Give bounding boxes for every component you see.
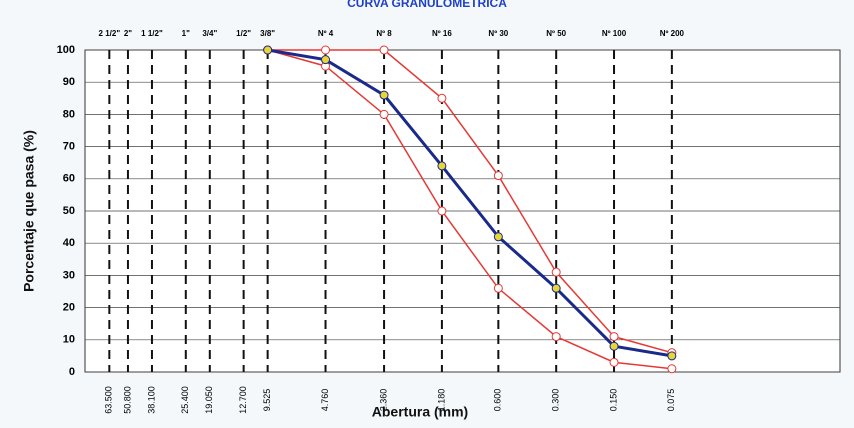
y-tick-label: 100 xyxy=(57,44,75,56)
y-tick-label: 40 xyxy=(63,237,75,249)
sieve-label: Nº 200 xyxy=(660,29,685,38)
data-point xyxy=(493,171,503,181)
data-point xyxy=(379,45,389,55)
data-point xyxy=(379,109,389,119)
data-point xyxy=(321,45,331,55)
data-point xyxy=(609,341,619,351)
sieve-label: Nº 100 xyxy=(602,29,627,38)
x-tick-label: 0.075 xyxy=(666,389,676,412)
x-tick-label: 0.150 xyxy=(608,389,618,412)
x-tick-label: 9.525 xyxy=(262,389,272,412)
y-tick-label: 90 xyxy=(63,76,75,88)
data-point xyxy=(551,283,561,293)
data-point xyxy=(493,232,503,242)
sieve-label: 1/2" xyxy=(236,29,251,38)
sieve-label: Nº 4 xyxy=(318,29,334,38)
data-point xyxy=(321,55,331,65)
sieve-label: 1 1/2" xyxy=(141,29,163,38)
sieve-label: Nº 50 xyxy=(546,29,566,38)
data-point xyxy=(379,90,389,100)
data-point xyxy=(551,332,561,342)
x-axis-label: Abertura (mm) xyxy=(372,404,468,420)
x-tick-label: 50.800 xyxy=(122,386,132,414)
x-tick-label: 38.100 xyxy=(146,386,156,414)
y-tick-label: 70 xyxy=(63,141,75,153)
x-tick-label: 2.360 xyxy=(378,389,388,412)
x-tick-label: 0.600 xyxy=(493,389,503,412)
y-tick-label: 20 xyxy=(63,302,75,314)
y-tick-label: 10 xyxy=(63,334,75,346)
x-tick-label: 19.050 xyxy=(204,386,214,414)
sieve-label: 3/4" xyxy=(202,29,217,38)
sieve-label: Nº 8 xyxy=(376,29,392,38)
data-point xyxy=(437,206,447,216)
data-point xyxy=(667,351,677,361)
x-tick-label: 12.700 xyxy=(238,386,248,414)
data-point xyxy=(437,161,447,171)
sieve-label: Nº 16 xyxy=(432,29,452,38)
data-point xyxy=(609,332,619,342)
sieve-label: 1" xyxy=(182,29,190,38)
x-tick-label: 4.760 xyxy=(320,389,330,412)
sieve-label: 2 1/2" xyxy=(99,29,121,38)
sieve-label: Nº 30 xyxy=(488,29,508,38)
y-tick-label: 60 xyxy=(63,173,75,185)
y-tick-label: 30 xyxy=(63,269,75,281)
y-tick-label: 80 xyxy=(63,108,75,120)
data-point xyxy=(263,45,273,55)
chart-title: CURVA GRANULOMETRICA xyxy=(347,0,507,10)
data-point xyxy=(493,283,503,293)
x-tick-label: 1.180 xyxy=(436,389,446,412)
x-tick-label: 0.300 xyxy=(551,389,561,412)
sieve-label: 2" xyxy=(124,29,132,38)
series-line xyxy=(267,49,672,370)
y-tick-label: 50 xyxy=(63,205,75,217)
data-point xyxy=(437,93,447,103)
x-tick-label: 25.400 xyxy=(180,386,190,414)
series-line xyxy=(267,48,673,358)
data-point xyxy=(667,364,677,374)
sieve-label: 3/8" xyxy=(260,29,275,38)
data-point xyxy=(551,267,561,277)
y-tick-label: 0 xyxy=(69,366,75,378)
data-point xyxy=(609,357,619,367)
y-axis-label: Porcentaje que pasa (%) xyxy=(21,130,37,292)
x-tick-label: 63.500 xyxy=(104,386,114,414)
series-line xyxy=(267,49,673,354)
